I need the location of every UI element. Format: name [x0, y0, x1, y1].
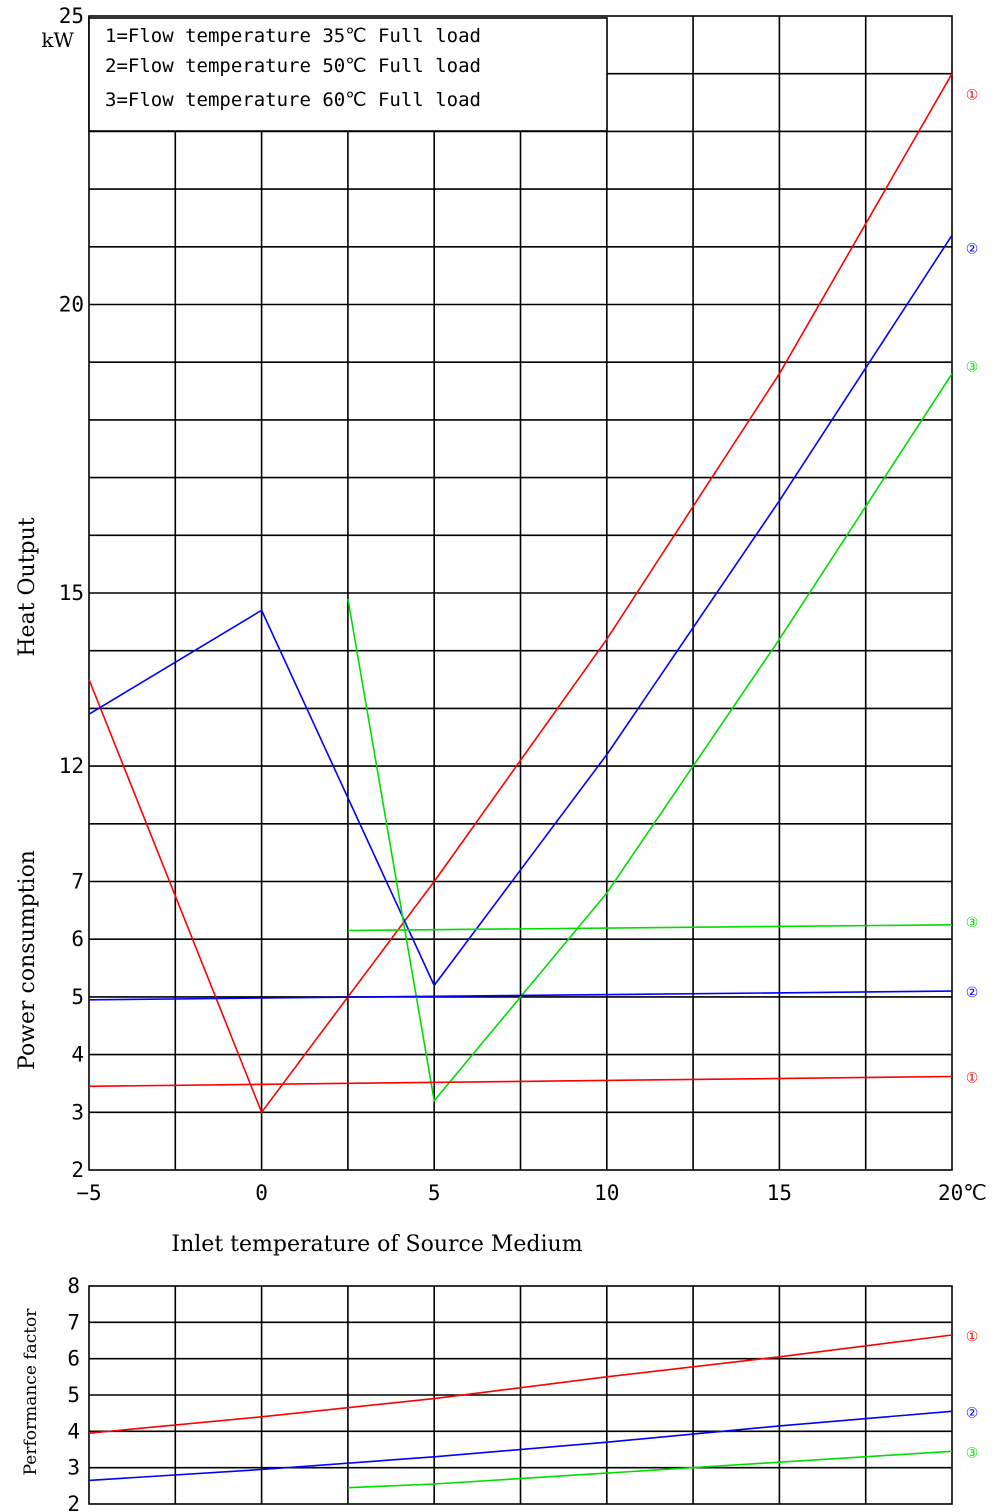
power-tick-label: 2 — [71, 1158, 84, 1182]
main-chart-labels: kW Heat Output Power consumption Inlet t… — [15, 28, 583, 1257]
legend-entry-3: 3=Flow temperature 60℃ Full load — [105, 89, 481, 111]
heat-output-tick-label: 12 — [59, 754, 84, 778]
power-series-line-2 — [88, 990, 953, 1001]
performance-series-line-1 — [88, 1334, 953, 1434]
legend-box — [88, 17, 608, 132]
power-tick-label: 5 — [71, 985, 84, 1009]
power-tick-label: 6 — [71, 927, 84, 951]
legend-entry-1: 1=Flow temperature 35℃ Full load — [105, 25, 481, 47]
performance-series-marker-1: ① — [966, 1329, 979, 1345]
performance-series-line-3 — [347, 1450, 953, 1489]
x-tick-label: 15 — [767, 1181, 792, 1205]
heat-output-series-line-2 — [88, 234, 953, 987]
heat-output-tick-label: 15 — [59, 581, 84, 605]
performance-series-marker-2: ② — [966, 1405, 979, 1421]
x-tick-label: 0 — [255, 1181, 268, 1205]
performance-tick-label: 5 — [67, 1383, 80, 1407]
performance-tick-label: 6 — [67, 1347, 80, 1371]
heat-output-unit: kW — [41, 28, 74, 52]
heat-output-tick-label: 20 — [59, 293, 84, 317]
power-tick-label: 4 — [71, 1043, 84, 1067]
power-series-marker-3: ① — [966, 1071, 979, 1087]
main-chart-grid: 12 15 20 25 2 3 4 5 6 7 −5 0 5 10 15 20℃ — [59, 4, 987, 1205]
legend-entry-2: 2=Flow temperature 50℃ Full load — [105, 55, 481, 77]
performance-chart-grid: 2 3 4 5 6 7 8 — [67, 1274, 953, 1512]
x-axis-label: Inlet temperature of Source Medium — [171, 1232, 582, 1257]
legend: 1=Flow temperature 35℃ Full load 2=Flow … — [88, 17, 608, 132]
power-series-line-1 — [347, 924, 953, 932]
x-tick-label: −5 — [76, 1181, 101, 1205]
performance-tick-label: 7 — [67, 1310, 80, 1334]
power-series-marker-2: ② — [966, 985, 979, 1001]
heat-output-series-marker-1: ① — [966, 88, 979, 104]
heat-output-series-line-1 — [88, 73, 953, 1114]
performance-tick-label: 3 — [67, 1456, 80, 1480]
power-tick-label: 7 — [71, 870, 84, 894]
heat-output-axis-label: Heat Output — [15, 517, 40, 656]
power-tick-label: 3 — [71, 1100, 84, 1124]
performance-series-marker-3: ③ — [966, 1445, 979, 1461]
performance-series-line-2 — [88, 1410, 953, 1482]
x-tick-label: 20℃ — [938, 1181, 987, 1205]
heat-output-series-marker-2: ② — [966, 241, 979, 257]
heat-output-series-line-3 — [347, 373, 953, 1103]
performance-factor-axis-label: Performance factor — [21, 1308, 41, 1476]
x-tick-label: 5 — [428, 1181, 441, 1205]
performance-chart-series: ① ② ③ — [88, 1329, 979, 1489]
heat-output-tick-label: 25 — [59, 4, 84, 28]
power-consumption-axis-label: Power consumption — [15, 850, 40, 1070]
power-series-line-3 — [88, 1075, 953, 1088]
performance-tick-label: 2 — [67, 1492, 80, 1512]
power-series-marker-1: ③ — [966, 915, 979, 931]
main-chart-series: ① ② ③ ③ ② ① — [88, 73, 979, 1114]
heat-output-series-marker-3: ③ — [966, 360, 979, 376]
performance-tick-label: 4 — [67, 1419, 80, 1443]
performance-tick-label: 8 — [67, 1274, 80, 1298]
x-tick-label: 10 — [594, 1181, 619, 1205]
